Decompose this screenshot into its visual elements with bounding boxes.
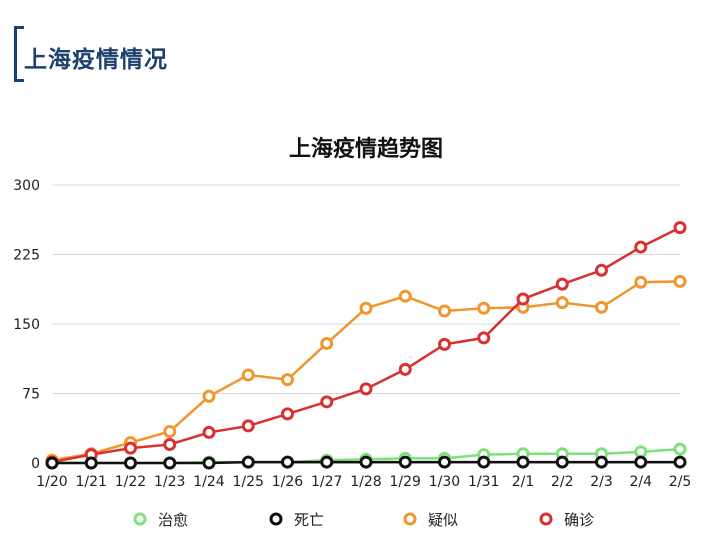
data-point: [359, 455, 373, 469]
data-point: [359, 382, 373, 396]
legend-item-2[interactable]: 疑似: [403, 511, 458, 529]
data-point: [45, 456, 59, 470]
data-point: [398, 455, 412, 469]
legend-label: 死亡: [294, 511, 324, 529]
data-point: [595, 263, 608, 277]
legend-label: 确诊: [564, 511, 594, 529]
data-point: [595, 300, 608, 314]
x-tick-label: 1/27: [311, 474, 342, 490]
legend-marker: [133, 512, 147, 526]
data-point: [163, 437, 177, 451]
data-point: [281, 407, 294, 421]
legend[interactable]: 治愈 死亡 疑似 确诊: [133, 511, 594, 529]
data-point: [634, 275, 648, 289]
data-point: [673, 442, 687, 456]
y-tick-label: 75: [22, 387, 40, 403]
data-point: [516, 292, 530, 306]
y-axis-ticks: 0 75 150 225 300: [13, 178, 40, 472]
series-3: [45, 221, 687, 469]
data-point: [634, 455, 648, 469]
y-tick-label: 225: [13, 248, 40, 264]
data-point: [555, 455, 569, 469]
series-1: [45, 455, 687, 470]
x-tick-label: 2/3: [590, 474, 613, 490]
section-title: 上海疫情情况: [24, 47, 168, 73]
x-tick-label: 1/23: [154, 474, 185, 490]
x-tick-label: 2/1: [512, 474, 535, 490]
y-tick-label: 300: [13, 178, 40, 194]
data-point: [202, 389, 216, 403]
x-tick-label: 1/26: [272, 474, 304, 490]
x-tick-label: 1/25: [233, 474, 264, 490]
x-tick-label: 1/24: [193, 474, 225, 490]
data-point: [202, 425, 216, 439]
x-tick-label: 2/2: [551, 474, 574, 490]
x-tick-label: 1/31: [468, 474, 499, 490]
x-tick-label: 2/4: [629, 474, 652, 490]
data-point: [438, 304, 451, 318]
data-point: [241, 368, 255, 382]
x-tick-label: 1/20: [36, 474, 67, 490]
grid-lines: [52, 184, 680, 464]
x-tick-label: 1/28: [350, 474, 381, 490]
data-point: [124, 456, 137, 470]
legend-item-1[interactable]: 死亡: [269, 511, 324, 529]
x-tick-label: 1/22: [115, 474, 146, 490]
legend-label: 治愈: [158, 511, 188, 529]
data-point: [555, 296, 569, 310]
y-tick-label: 0: [31, 456, 40, 472]
legend-marker: [403, 512, 417, 526]
y-tick-label: 150: [13, 317, 40, 333]
data-point: [438, 337, 451, 351]
series-line: [51, 226, 681, 464]
legend-item-0[interactable]: 治愈: [133, 511, 188, 529]
data-point: [124, 441, 137, 455]
data-point: [634, 445, 648, 459]
x-tick-label: 1/30: [429, 474, 460, 490]
data-point: [163, 456, 177, 470]
data-point: [241, 419, 255, 433]
data-point: [281, 455, 294, 469]
x-axis-ticks: 1/20 1/21 1/22 1/23 1/24 1/25 1/26 1/27 1/28 1/29…: [36, 474, 691, 490]
data-point: [241, 455, 255, 469]
chart-title: 上海疫情趋势图: [289, 136, 443, 162]
data-point: [398, 289, 412, 303]
legend-item-3[interactable]: 确诊: [539, 511, 594, 529]
x-tick-label: 1/21: [76, 474, 107, 490]
series-2: [45, 274, 687, 467]
data-point: [398, 362, 412, 376]
data-point: [163, 424, 177, 438]
x-tick-label: 2/5: [669, 474, 692, 490]
data-point: [595, 455, 608, 469]
data-point: [634, 240, 648, 254]
legend-marker: [539, 512, 553, 526]
data-point: [359, 301, 373, 315]
data-point: [516, 455, 530, 469]
data-point: [84, 456, 98, 470]
legend-marker: [269, 512, 283, 526]
data-point: [202, 456, 216, 470]
data-point: [477, 455, 491, 469]
legend-label: 疑似: [428, 511, 458, 529]
section-header: 上海疫情情况: [14, 26, 314, 84]
data-point: [673, 221, 687, 235]
data-point: [320, 455, 334, 469]
data-point: [673, 274, 687, 288]
data-point: [555, 277, 569, 291]
header-bracket: [14, 26, 24, 82]
data-point: [438, 455, 451, 469]
series-lines: [45, 221, 687, 470]
data-point: [320, 395, 334, 409]
data-point: [320, 336, 334, 350]
x-tick-label: 1/29: [390, 474, 421, 490]
data-point: [477, 331, 491, 345]
data-point: [673, 455, 687, 469]
data-point: [477, 301, 491, 315]
data-point: [281, 373, 294, 387]
